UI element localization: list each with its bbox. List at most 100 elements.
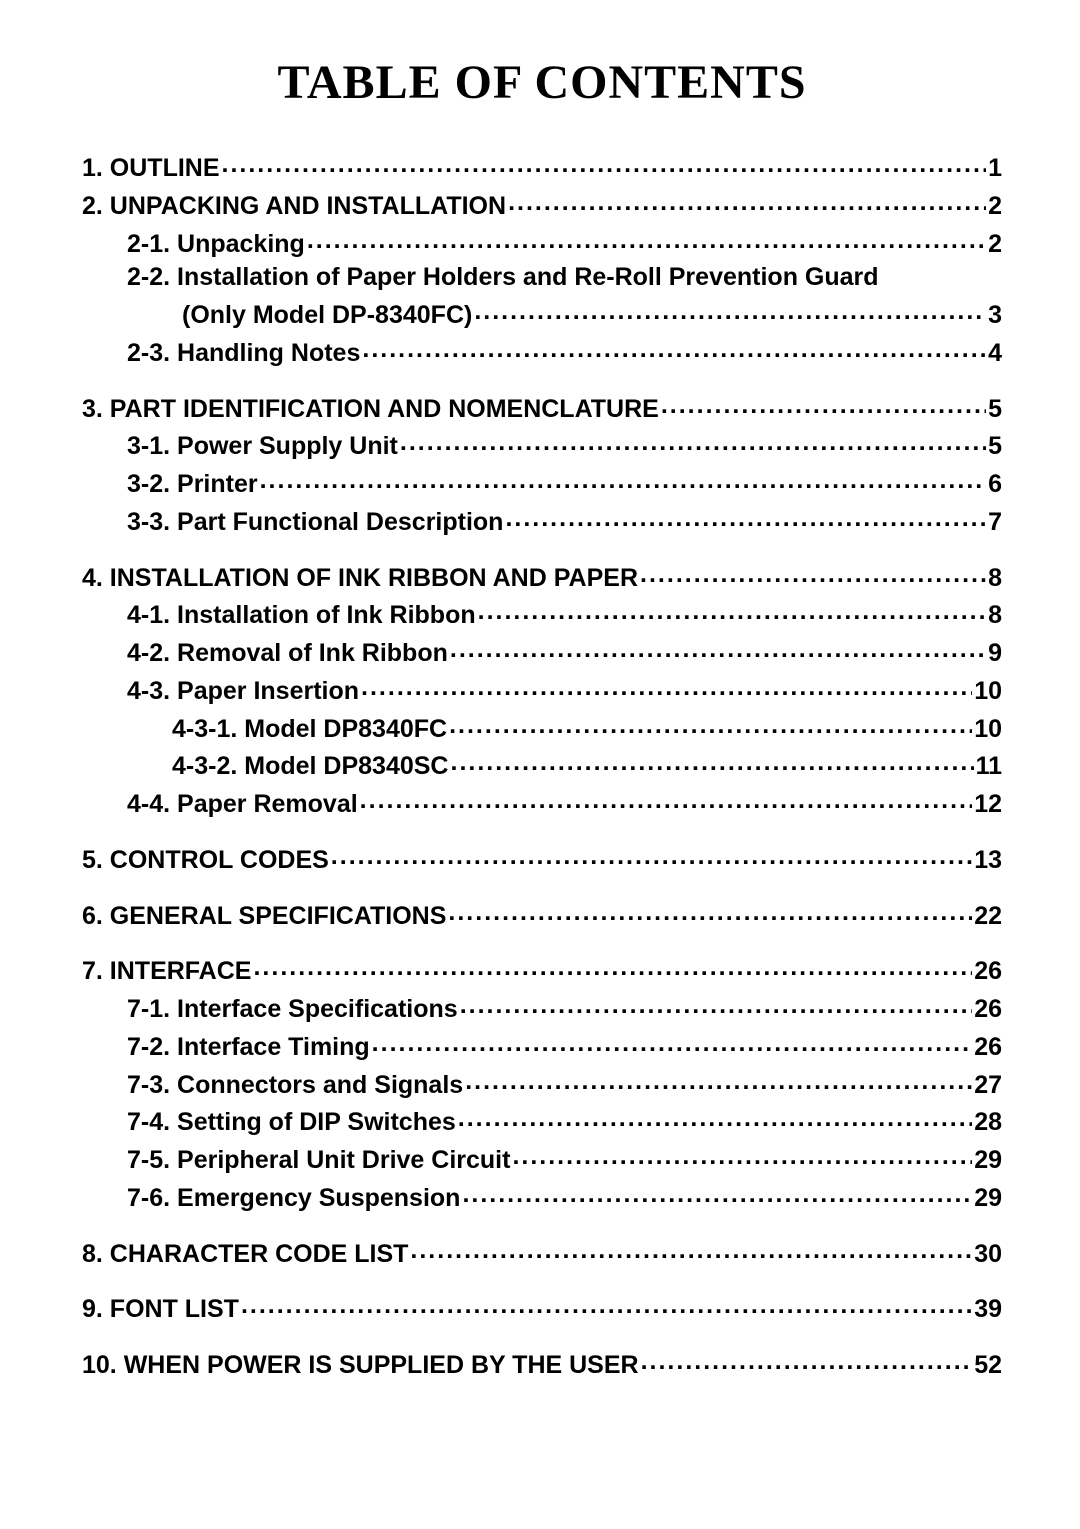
toc-pagenum: 4: [988, 337, 1002, 371]
toc-label: 7. INTERFACE: [82, 955, 251, 989]
toc-entry: 2-1. Unpacking 2: [127, 224, 1002, 262]
toc-leader: [448, 896, 972, 930]
toc-entry: 4-1. Installation of Ink Ribbon 8: [127, 595, 1002, 633]
toc-entry: 10. WHEN POWER IS SUPPLIED BY THE USER 5…: [82, 1345, 1002, 1383]
toc-entry: 7-4. Setting of DIP Switches 28: [127, 1102, 1002, 1140]
toc-pagenum: 2: [988, 190, 1002, 224]
toc-entry: 7-3. Connectors and Signals 27: [127, 1065, 1002, 1103]
toc-entry: 3-2. Printer 6: [127, 464, 1002, 502]
toc-entry: 4-2. Removal of Ink Ribbon 9: [127, 633, 1002, 671]
toc-pagenum: 26: [974, 1031, 1002, 1065]
toc-pagenum: 26: [974, 955, 1002, 989]
toc-pagenum: 28: [974, 1106, 1002, 1140]
toc-pagenum: 9: [988, 637, 1002, 671]
toc-label: 7-2. Interface Timing: [127, 1031, 370, 1065]
toc-label: 3-2. Printer: [127, 468, 258, 502]
toc-leader: [458, 1102, 972, 1136]
toc-pagenum: 1: [988, 152, 1002, 186]
toc-leader: [372, 1027, 973, 1061]
toc-leader: [460, 989, 973, 1023]
toc-label: 7-5. Peripheral Unit Drive Circuit: [127, 1144, 510, 1178]
toc-entry: 2-2. Installation of Paper Holders and R…: [127, 261, 1002, 333]
table-of-contents: 1. OUTLINE 1 2. UNPACKING AND INSTALLATI…: [82, 148, 1002, 1383]
toc-entry: 4. INSTALLATION OF INK RIBBON AND PAPER …: [82, 558, 1002, 596]
toc-leader: [478, 595, 986, 629]
toc-leader: [661, 389, 986, 423]
toc-pagenum: 3: [988, 299, 1002, 333]
toc-pagenum: 39: [974, 1293, 1002, 1327]
toc-leader: [400, 426, 986, 460]
toc-label: 1. OUTLINE: [82, 152, 220, 186]
toc-leader: [450, 633, 986, 667]
toc-leader: [260, 464, 986, 498]
toc-pagenum: 12: [974, 788, 1002, 822]
toc-label: 4-2. Removal of Ink Ribbon: [127, 637, 448, 671]
toc-entry: 4-3-1. Model DP8340FC 10: [172, 709, 1002, 747]
toc-leader: [505, 502, 986, 536]
toc-pagenum: 52: [974, 1349, 1002, 1383]
toc-label: 4-3-1. Model DP8340FC: [172, 713, 447, 747]
toc-entry: 6. GENERAL SPECIFICATIONS 22: [82, 896, 1002, 934]
toc-label: 3. PART IDENTIFICATION AND NOMENCLATURE: [82, 393, 659, 427]
toc-pagenum: 29: [974, 1182, 1002, 1216]
toc-leader: [410, 1234, 972, 1268]
toc-label: 8. CHARACTER CODE LIST: [82, 1238, 408, 1272]
toc-leader: [462, 1178, 972, 1212]
toc-label: 3-3. Part Functional Description: [127, 506, 503, 540]
toc-label: 4-1. Installation of Ink Ribbon: [127, 599, 476, 633]
toc-pagenum: 8: [988, 562, 1002, 596]
toc-entry: 7-1. Interface Specifications 26: [127, 989, 1002, 1027]
toc-entry: 7-6. Emergency Suspension 29: [127, 1178, 1002, 1216]
toc-label: 4-3-2. Model DP8340SC: [172, 750, 449, 784]
toc-entry: 7. INTERFACE 26: [82, 951, 1002, 989]
toc-entry: 4-3-2. Model DP8340SC 11: [172, 746, 1002, 784]
toc-entry: 3-1. Power Supply Unit 5: [127, 426, 1002, 464]
toc-pagenum: 7: [988, 506, 1002, 540]
toc-pagenum: 5: [988, 430, 1002, 464]
toc-pagenum: 2: [988, 228, 1002, 262]
toc-label: 2-3. Handling Notes: [127, 337, 360, 371]
toc-label: 2. UNPACKING AND INSTALLATION: [82, 190, 506, 224]
toc-label: 7-4. Setting of DIP Switches: [127, 1106, 456, 1140]
toc-label: 10. WHEN POWER IS SUPPLIED BY THE USER: [82, 1349, 639, 1383]
toc-entry: 2-3. Handling Notes 4: [127, 333, 1002, 371]
toc-pagenum: 10: [974, 675, 1002, 709]
toc-leader: [451, 746, 974, 780]
toc-entry: 3-3. Part Functional Description 7: [127, 502, 1002, 540]
toc-entry: 4-4. Paper Removal 12: [127, 784, 1002, 822]
toc-leader: [241, 1289, 972, 1323]
toc-pagenum: 10: [974, 713, 1002, 747]
toc-label: 2-1. Unpacking: [127, 228, 305, 262]
toc-leader: [508, 186, 986, 220]
toc-label: 9. FONT LIST: [82, 1293, 239, 1327]
toc-leader: [474, 295, 986, 329]
toc-pagenum: 11: [976, 750, 1002, 784]
toc-label: 7-1. Interface Specifications: [127, 993, 458, 1027]
toc-pagenum: 8: [988, 599, 1002, 633]
toc-entry: 4-3. Paper Insertion 10: [127, 671, 1002, 709]
toc-entry: 5. CONTROL CODES 13: [82, 840, 1002, 878]
toc-leader: [307, 224, 986, 258]
toc-label: 2-2. Installation of Paper Holders and R…: [127, 261, 1002, 295]
toc-pagenum: 26: [974, 993, 1002, 1027]
page-title: TABLE OF CONTENTS: [82, 55, 1002, 110]
toc-label: 3-1. Power Supply Unit: [127, 430, 398, 464]
toc-pagenum: 29: [974, 1144, 1002, 1178]
toc-entry: 3. PART IDENTIFICATION AND NOMENCLATURE …: [82, 389, 1002, 427]
toc-leader: [331, 840, 972, 874]
toc-leader: [253, 951, 972, 985]
toc-pagenum: 6: [988, 468, 1002, 502]
toc-label: 7-3. Connectors and Signals: [127, 1069, 463, 1103]
toc-leader: [640, 558, 986, 592]
toc-pagenum: 30: [974, 1238, 1002, 1272]
toc-pagenum: 5: [988, 393, 1002, 427]
toc-leader: [641, 1345, 973, 1379]
page: TABLE OF CONTENTS 1. OUTLINE 1 2. UNPACK…: [0, 0, 1080, 1529]
toc-label: 4. INSTALLATION OF INK RIBBON AND PAPER: [82, 562, 638, 596]
toc-label: 4-4. Paper Removal: [127, 788, 358, 822]
toc-entry: 7-2. Interface Timing 26: [127, 1027, 1002, 1065]
toc-leader: [360, 784, 973, 818]
toc-leader: [465, 1065, 972, 1099]
toc-entry: 1. OUTLINE 1: [82, 148, 1002, 186]
toc-entry: 7-5. Peripheral Unit Drive Circuit 29: [127, 1140, 1002, 1178]
